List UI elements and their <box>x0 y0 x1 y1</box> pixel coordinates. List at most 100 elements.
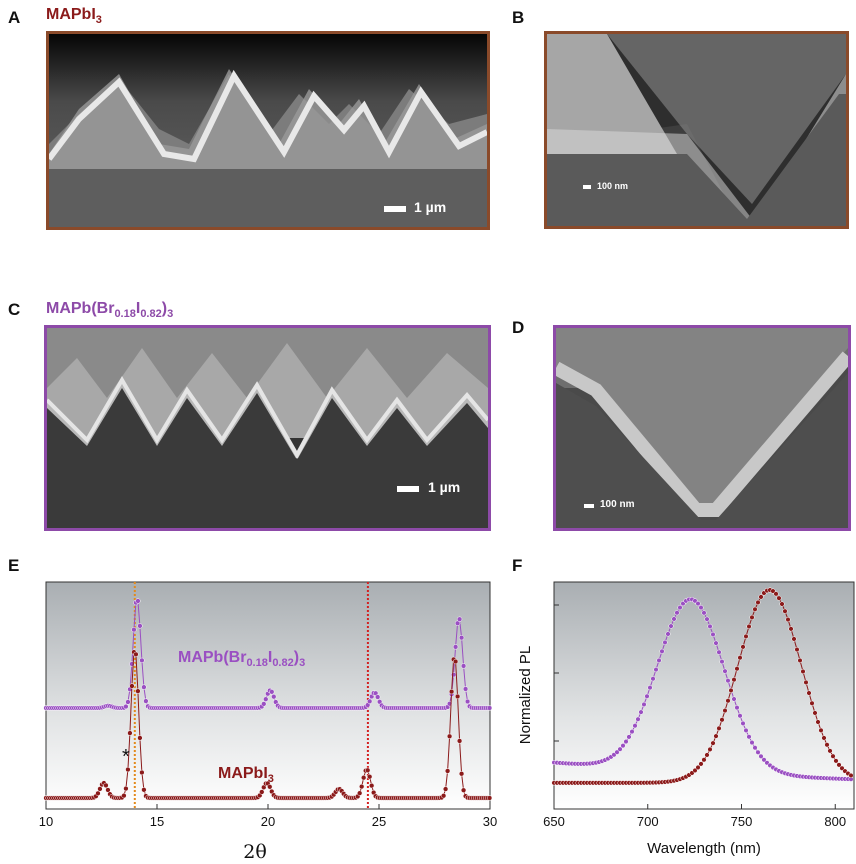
xrd-point <box>486 705 493 711</box>
xrd-point <box>133 651 139 657</box>
pl-point <box>707 746 713 752</box>
pl-point <box>644 693 650 699</box>
pl-point <box>758 753 764 759</box>
xrd-point <box>267 784 273 790</box>
pl-point <box>713 640 719 646</box>
xrd-series <box>43 598 493 711</box>
pl-point <box>797 657 803 664</box>
pl-point <box>827 748 833 754</box>
pl-point <box>743 633 749 639</box>
pl-point <box>695 601 701 607</box>
xrd-point <box>450 672 457 678</box>
pl-point <box>848 772 854 779</box>
xrd-label-p1: MAPb(Br <box>178 649 246 666</box>
scale-bar-c <box>397 486 419 492</box>
xrd-point <box>486 795 493 801</box>
pl-point <box>737 655 743 661</box>
xrd-point <box>456 616 463 622</box>
pl-point <box>755 599 761 605</box>
pl-point <box>812 710 818 716</box>
scale-label-c: 1 µm <box>428 479 461 495</box>
pl-point <box>614 749 620 755</box>
pl-point <box>734 705 740 711</box>
xrd-tick-label: 30 <box>483 814 497 829</box>
pl-point <box>629 729 635 735</box>
panel-c-title: MAPb(Br0.18I0.82)3 <box>46 300 173 320</box>
pl-point <box>677 605 683 611</box>
xrd-point <box>135 688 141 694</box>
xrd-point <box>440 793 447 799</box>
pl-point <box>824 742 830 748</box>
xrd-point <box>105 787 111 793</box>
pl-point <box>755 749 761 755</box>
xrd-point <box>143 698 149 704</box>
pl-point <box>722 668 728 674</box>
xrd-series-label-purple: MAPb(Br0.18I0.82)3 <box>178 649 305 669</box>
pl-point <box>758 594 764 600</box>
xrd-tick-label: 25 <box>372 814 386 829</box>
panel-c-title-pre: MAPb(Br <box>46 300 115 317</box>
pl-series <box>551 587 854 786</box>
pl-point <box>653 667 659 673</box>
pl-point <box>800 668 806 675</box>
panel-label-e: E <box>8 556 20 575</box>
xrd-point <box>458 771 465 777</box>
xrd-point <box>137 623 143 629</box>
panel-a-title-sub: 3 <box>95 14 102 27</box>
xrd-tick-label: 20 <box>261 814 275 829</box>
xrd-point <box>446 733 453 739</box>
sem-image-d: 100 nm <box>553 325 851 531</box>
pl-point <box>722 708 728 714</box>
pl-point <box>806 690 812 696</box>
panel-label-c: C <box>8 300 21 319</box>
xrd-point <box>458 635 465 641</box>
pl-point <box>749 740 755 746</box>
pl-point <box>641 701 647 707</box>
pl-point <box>701 610 707 616</box>
xrd-point <box>448 688 455 695</box>
xrd-annotation-star: * <box>122 746 130 768</box>
pl-point <box>725 698 731 704</box>
pl-point <box>635 716 641 722</box>
xrd-point <box>460 663 467 669</box>
xrd-point <box>365 767 371 773</box>
xrd-point <box>123 785 129 792</box>
pl-point <box>692 767 698 774</box>
scale-bar-b <box>583 185 591 189</box>
pl-point <box>794 647 800 653</box>
pl-ylabel: Normalized PL <box>517 646 534 744</box>
xrd-point <box>131 626 137 633</box>
pl-point <box>704 616 710 622</box>
xrd-point <box>135 598 141 604</box>
scale-label-d: 100 nm <box>600 499 635 510</box>
xrd-label-p5: ) <box>294 649 299 666</box>
xrd-point <box>452 658 459 665</box>
pl-point <box>746 734 752 740</box>
pl-point <box>833 758 839 764</box>
pl-point <box>791 636 797 642</box>
xrd-label-p4: 0.82 <box>272 657 293 669</box>
pl-point <box>704 752 710 758</box>
pl-point <box>695 764 701 771</box>
xrd-xlabel: 2θ <box>243 841 267 863</box>
xrd-point <box>261 701 267 707</box>
pl-point <box>716 725 722 731</box>
sem-image-a: 1 µm <box>46 31 490 230</box>
pl-point <box>773 591 779 597</box>
xrd-point <box>367 698 373 704</box>
panel-label-a: A <box>8 8 21 27</box>
pl-point <box>623 739 629 745</box>
xrd-point <box>259 789 265 795</box>
xrd-label-p3: I <box>268 649 272 666</box>
xrd-point <box>141 787 147 793</box>
xrd-point <box>460 787 467 793</box>
pl-point <box>821 735 827 741</box>
pl-point <box>761 757 767 763</box>
scale-label-a: 1 µm <box>414 199 447 215</box>
xrd-point <box>357 790 363 796</box>
pl-point <box>830 753 836 759</box>
pl-point <box>809 700 815 706</box>
pl-point <box>710 631 716 637</box>
pl-chart: 650 700 750 800 Normalized PL Wavelength (n… <box>517 581 855 857</box>
xrd-point <box>263 696 269 702</box>
